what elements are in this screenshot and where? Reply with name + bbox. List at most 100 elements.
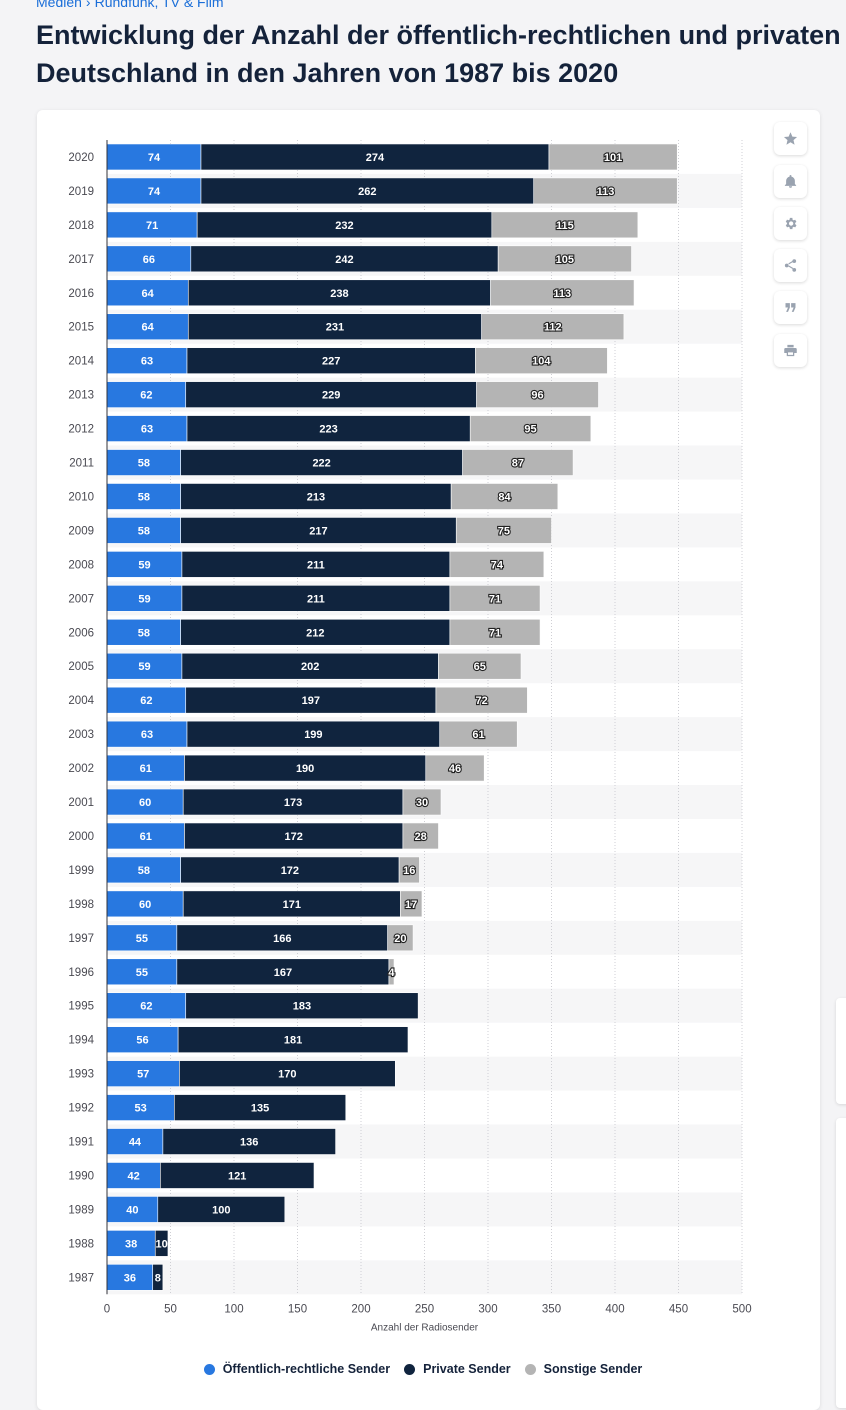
y-tick-label: 2002 <box>68 763 94 775</box>
x-tick-label: 450 <box>669 1303 688 1315</box>
breadcrumb-item-rundfunk[interactable]: Rundfunk, TV & Film <box>94 0 224 10</box>
bar-segment <box>106 177 202 205</box>
y-tick-label: 2012 <box>68 424 94 436</box>
y-tick-label: 2009 <box>68 525 94 537</box>
data-label: 217 <box>309 525 327 537</box>
data-label: 223 <box>319 424 337 436</box>
bar-segment <box>425 754 485 782</box>
bar-segment <box>185 381 477 408</box>
legend-item-private[interactable]: Private Sender <box>404 1362 511 1376</box>
bar-segment <box>106 211 198 239</box>
bar-segment <box>455 517 552 544</box>
notification-button[interactable] <box>774 165 807 198</box>
data-label: 56 <box>136 1035 148 1047</box>
data-label: 58 <box>138 525 150 537</box>
bar-segment <box>186 415 471 442</box>
bar-segment <box>388 958 395 986</box>
data-label: 59 <box>138 559 150 571</box>
bar-segment <box>106 686 187 714</box>
data-label: 105 <box>556 254 574 266</box>
data-label: 100 <box>212 1204 230 1216</box>
bar-segment <box>106 890 184 918</box>
data-label: 211 <box>307 559 325 571</box>
y-tick-label: 1988 <box>68 1238 94 1250</box>
bar-segment <box>106 1196 159 1223</box>
page-title-line-1: Entwicklung der Anzahl der öffentlich-re… <box>36 20 841 50</box>
x-tick-label: 350 <box>542 1303 561 1315</box>
data-label: 57 <box>137 1069 149 1081</box>
data-label: 172 <box>281 865 299 877</box>
y-tick-label: 1993 <box>68 1069 94 1081</box>
breadcrumb-item-medien[interactable]: Medien <box>36 0 82 10</box>
data-label: 53 <box>135 1103 147 1115</box>
y-tick-label: 1995 <box>68 1001 94 1013</box>
y-tick-label: 2014 <box>68 356 94 368</box>
y-tick-label: 2001 <box>68 797 94 809</box>
data-label: 197 <box>302 695 320 707</box>
favorite-button[interactable] <box>774 122 807 155</box>
data-label: 183 <box>293 1001 311 1013</box>
bar-segment <box>106 517 181 544</box>
y-tick-label: 1992 <box>68 1103 94 1115</box>
breadcrumb-separator: › <box>85 0 91 10</box>
bar-segment <box>106 347 188 374</box>
y-tick-label: 1990 <box>68 1170 94 1182</box>
data-label: 181 <box>284 1035 302 1047</box>
bar-segment <box>548 143 678 171</box>
data-label: 36 <box>124 1272 136 1284</box>
x-tick-label: 150 <box>288 1303 307 1315</box>
data-label: 274 <box>366 152 385 164</box>
bar-segment <box>462 449 574 476</box>
data-label: 71 <box>489 627 501 639</box>
y-tick-label: 2003 <box>68 729 94 741</box>
data-label: 16 <box>403 865 415 877</box>
data-label: 60 <box>139 899 151 911</box>
bar-segment <box>387 924 414 952</box>
data-label: 222 <box>312 458 330 470</box>
data-label: 4 <box>388 967 395 979</box>
data-label: 167 <box>274 967 292 979</box>
data-label: 63 <box>141 424 153 436</box>
legend-item-sonstige[interactable]: Sonstige Sender <box>524 1362 642 1376</box>
cite-button[interactable] <box>774 291 807 324</box>
x-tick-label: 500 <box>732 1303 751 1315</box>
bar-segment <box>186 720 441 748</box>
data-label: 59 <box>138 593 150 605</box>
data-label: 8 <box>155 1272 161 1284</box>
bar-segment <box>402 822 439 850</box>
bar-segment <box>106 279 189 307</box>
favorite-icon <box>783 132 798 145</box>
bar-segment <box>106 822 185 850</box>
bar-segment <box>491 211 639 239</box>
y-tick-label: 1999 <box>68 865 94 877</box>
data-label: 104 <box>532 356 551 368</box>
y-tick-label: 1987 <box>68 1272 94 1284</box>
bar-segment <box>196 211 493 239</box>
bar-segment <box>481 313 625 341</box>
share-icon <box>784 259 797 272</box>
bar-segment <box>179 1060 396 1087</box>
legend-label-private: Private Sender <box>423 1362 511 1376</box>
data-label: 17 <box>405 899 417 911</box>
data-label: 58 <box>138 491 150 503</box>
data-label: 166 <box>273 933 291 945</box>
legend-item-oeffentlich[interactable]: Öffentlich-rechtliche Sender <box>203 1362 390 1376</box>
side-panel-tab-2[interactable] <box>836 1118 846 1408</box>
data-label: 238 <box>330 288 348 300</box>
print-button[interactable] <box>774 334 807 367</box>
bar-segment <box>400 890 423 918</box>
settings-button[interactable] <box>774 207 807 240</box>
bar-segment <box>185 686 437 714</box>
share-button[interactable] <box>774 249 807 282</box>
y-tick-label: 1994 <box>68 1035 94 1047</box>
legend-swatch-oeffentlich <box>203 1363 215 1375</box>
side-panel-tab-1[interactable] <box>836 998 846 1104</box>
data-label: 242 <box>335 254 353 266</box>
bar-segment <box>474 347 608 374</box>
data-label: 171 <box>283 899 301 911</box>
y-tick-label: 2011 <box>69 458 94 470</box>
data-label: 40 <box>126 1204 138 1216</box>
data-label: 59 <box>138 661 150 673</box>
chart-legend: Öffentlich-rechtliche Sender Private Sen… <box>0 1358 846 1380</box>
bar-segment <box>181 551 451 578</box>
